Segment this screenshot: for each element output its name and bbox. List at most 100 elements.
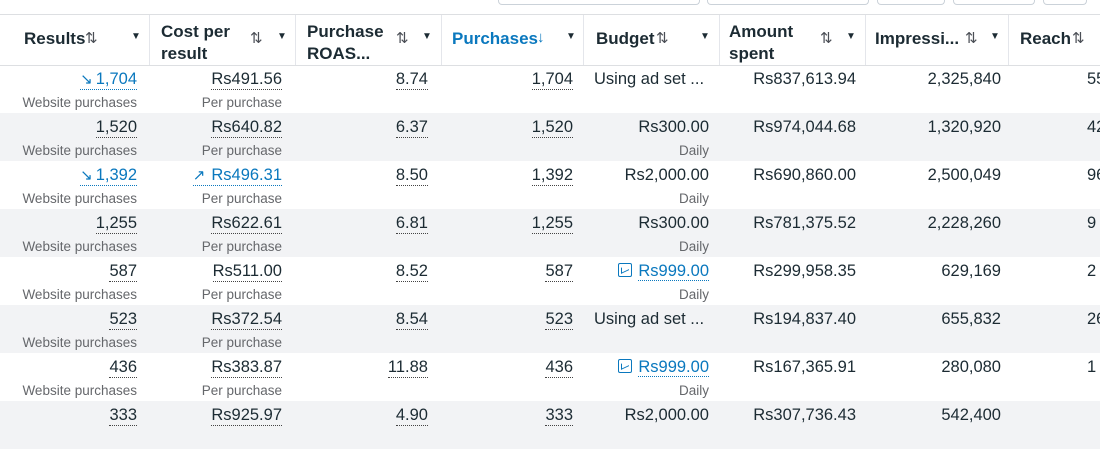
- cell-results: ↘ 1,704 Website purchases: [0, 65, 137, 113]
- sort-icon[interactable]: ⇅: [965, 30, 978, 47]
- sort-icon[interactable]: ⇅: [250, 30, 263, 47]
- budget-value: Rs300.00: [638, 118, 709, 136]
- roas-value[interactable]: 8.50: [395, 166, 428, 186]
- roas-value[interactable]: 6.81: [395, 214, 428, 234]
- table-row[interactable]: 1,255 Website purchases Rs622.61 Per purcha…: [0, 209, 1100, 257]
- chevron-down-icon[interactable]: ▼: [566, 31, 576, 42]
- cell-amount-spent: Rs194,837.40: [720, 305, 856, 353]
- impressions-value: 2,500,049: [927, 166, 1001, 184]
- table-row[interactable]: ↘ 1,392 Website purchases ↗ Rs496.31 Per purc…: [0, 161, 1100, 209]
- budget-value[interactable]: Rs999.00: [618, 262, 709, 281]
- toolbar-button-stub[interactable]: [953, 0, 1035, 5]
- cell-cost-per-result: Rs383.87 Per purchase: [150, 353, 282, 401]
- table-row[interactable]: 587 Website purchases Rs511.00 Per purchase…: [0, 257, 1100, 305]
- roas-value[interactable]: 6.37: [395, 118, 428, 138]
- cost-value[interactable]: Rs383.87: [211, 358, 282, 378]
- purchases-value[interactable]: 1,255: [531, 214, 573, 234]
- cost-value[interactable]: Rs372.54: [211, 310, 282, 330]
- cost-value[interactable]: Rs925.97: [211, 406, 282, 426]
- chevron-down-icon[interactable]: ▼: [131, 31, 141, 42]
- results-number: 523: [109, 310, 137, 328]
- column-header-reach[interactable]: Reach ⇅: [1009, 15, 1100, 65]
- chevron-down-icon[interactable]: ▼: [277, 31, 287, 42]
- results-number: 436: [109, 358, 137, 376]
- cell-budget: Rs2,000.00 Daily: [584, 161, 709, 209]
- sort-icon[interactable]: ⇅: [1072, 30, 1085, 47]
- table-row[interactable]: 436 Website purchases Rs383.87 Per purchase…: [0, 353, 1100, 401]
- table-row[interactable]: 523 Website purchases Rs372.54 Per purchase…: [0, 305, 1100, 353]
- results-value[interactable]: 1,255: [95, 214, 137, 234]
- column-header-budget[interactable]: Budget ⇅ ▼: [584, 15, 720, 65]
- results-value[interactable]: 1,520: [95, 118, 137, 138]
- cell-reach: 55: [1009, 65, 1100, 113]
- chevron-down-icon[interactable]: ▼: [422, 31, 432, 42]
- cost-value[interactable]: ↗ Rs496.31: [192, 166, 282, 186]
- cost-number: Rs491.56: [211, 70, 282, 88]
- cost-value[interactable]: Rs491.56: [211, 70, 282, 90]
- roas-value[interactable]: 8.54: [395, 310, 428, 330]
- column-header-impressions[interactable]: Impressi... ⇅ ▼: [866, 15, 1009, 65]
- results-value[interactable]: 587: [109, 262, 137, 282]
- toolbar-button-stub[interactable]: [1043, 0, 1087, 5]
- column-header-amount-spent[interactable]: Amount spent ⇅ ▼: [720, 15, 866, 65]
- cost-value[interactable]: Rs640.82: [211, 118, 282, 138]
- column-header-purchases[interactable]: Purchases ↓ ▼: [442, 15, 584, 65]
- toolbar-button-stub[interactable]: [498, 0, 700, 5]
- chevron-down-icon[interactable]: ▼: [700, 31, 710, 42]
- cell-purchases: 587: [442, 257, 573, 305]
- cost-subtitle: Per purchase: [201, 191, 282, 206]
- results-number: 1,392: [95, 166, 137, 184]
- amount-value: Rs974,044.68: [753, 118, 856, 136]
- impressions-value: 1,320,920: [927, 118, 1001, 136]
- purchases-value[interactable]: 1,392: [531, 166, 573, 186]
- toolbar-button-stub[interactable]: [707, 0, 869, 5]
- cell-results: ↘ 1,392 Website purchases: [0, 161, 137, 209]
- impressions-value: 655,832: [941, 310, 1001, 328]
- purchases-value[interactable]: 1,704: [531, 70, 573, 90]
- purchases-value[interactable]: 587: [545, 262, 573, 282]
- cell-reach: 42: [1009, 113, 1100, 161]
- cell-amount-spent: Rs690,860.00: [720, 161, 856, 209]
- chevron-down-icon[interactable]: ▼: [846, 31, 856, 42]
- results-subtitle: Website purchases: [22, 191, 137, 206]
- cost-value[interactable]: Rs511.00: [212, 262, 282, 282]
- results-value[interactable]: 333: [109, 406, 137, 426]
- table-row[interactable]: 333 Rs925.97 4.90 333 Rs2,000.00 Rs307,736.43…: [0, 401, 1100, 449]
- table-row[interactable]: 1,520 Website purchases Rs640.82 Per purcha…: [0, 113, 1100, 161]
- roas-value[interactable]: 8.52: [395, 262, 428, 282]
- cell-reach: 2: [1009, 257, 1100, 305]
- column-header-results[interactable]: Results ⇅ ▼: [0, 15, 150, 65]
- impressions-value: 2,325,840: [927, 70, 1001, 88]
- purchases-value[interactable]: 1,520: [531, 118, 573, 138]
- cell-impressions: 280,080: [866, 353, 1001, 401]
- sort-icon[interactable]: ⇅: [656, 30, 669, 47]
- trend-up-icon: ↗: [192, 167, 206, 184]
- sort-icon[interactable]: ⇅: [396, 30, 409, 47]
- results-value[interactable]: ↘ 1,392: [80, 166, 137, 186]
- toolbar-button-stub[interactable]: [877, 0, 945, 5]
- column-label: Cost per result: [161, 22, 230, 63]
- results-value[interactable]: 436: [109, 358, 137, 378]
- budget-value[interactable]: Rs999.00: [618, 358, 709, 377]
- roas-value[interactable]: 8.74: [395, 70, 428, 90]
- purchases-value[interactable]: 333: [545, 406, 573, 426]
- results-value[interactable]: 523: [109, 310, 137, 330]
- roas-value[interactable]: 4.90: [395, 406, 428, 426]
- cell-reach: 26: [1009, 305, 1100, 353]
- cell-results: 523 Website purchases: [0, 305, 137, 353]
- budget-subtitle: Daily: [678, 287, 709, 302]
- sort-icon[interactable]: ⇅: [85, 30, 98, 47]
- cost-value[interactable]: Rs622.61: [211, 214, 282, 234]
- column-header-cost-per-result[interactable]: Cost per result ⇅ ▼: [150, 15, 296, 65]
- roas-value[interactable]: 11.88: [387, 358, 428, 378]
- column-header-purchase-roas[interactable]: Purchase ROAS... ⇅ ▼: [296, 15, 442, 65]
- budget-subtitle: Daily: [678, 383, 709, 398]
- results-value[interactable]: ↘ 1,704: [80, 70, 137, 90]
- results-subtitle: Website purchases: [22, 383, 137, 398]
- table-row[interactable]: ↘ 1,704 Website purchases Rs491.56 Per purch…: [0, 65, 1100, 113]
- purchases-value[interactable]: 436: [545, 358, 573, 378]
- sort-descending-icon[interactable]: ↓: [537, 29, 545, 46]
- chevron-down-icon[interactable]: ▼: [990, 31, 1000, 42]
- sort-icon[interactable]: ⇅: [820, 30, 833, 47]
- purchases-value[interactable]: 523: [545, 310, 573, 330]
